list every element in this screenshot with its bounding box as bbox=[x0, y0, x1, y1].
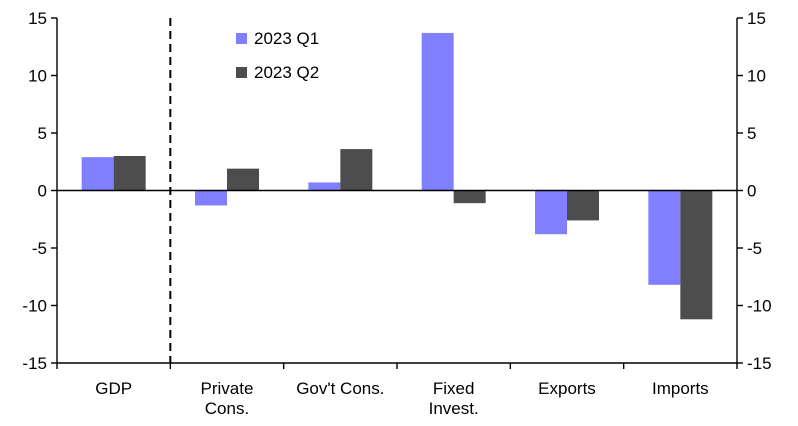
bar-2023-q2-gov-t-cons bbox=[340, 149, 373, 191]
bar-2023-q2-private-cons bbox=[227, 168, 259, 191]
bar-2023-q1-gov-t-cons bbox=[308, 182, 341, 191]
right-axis-ticks: 15 10 5 0 -5 -10 -15 bbox=[737, 9, 772, 373]
category-label: GDP bbox=[95, 379, 132, 398]
right-tick-label: 0 bbox=[747, 182, 756, 201]
category-label: Private bbox=[201, 379, 254, 398]
axes bbox=[56, 18, 738, 369]
bar-2023-q2-exports bbox=[567, 190, 599, 221]
bar-2023-q1-private-cons bbox=[195, 190, 227, 206]
bar-2023-q2-gdp bbox=[113, 156, 146, 191]
legend-swatch-2023-q1 bbox=[236, 33, 247, 44]
left-tick-label: -10 bbox=[22, 297, 47, 316]
bar-2023-q1-fixed-invest bbox=[421, 32, 454, 191]
left-tick-label: -5 bbox=[32, 239, 47, 258]
bar-2023-q1-imports bbox=[648, 190, 681, 285]
right-tick-label: -15 bbox=[747, 354, 772, 373]
left-tick-label: 0 bbox=[38, 182, 47, 201]
category-label: Cons. bbox=[205, 399, 249, 418]
right-tick-label: -10 bbox=[747, 297, 772, 316]
legend: 2023 Q1 2023 Q2 bbox=[236, 29, 319, 82]
bar-2023-q2-imports bbox=[680, 190, 713, 320]
category-label: Fixed bbox=[433, 379, 475, 398]
bar-2023-q1-gdp bbox=[81, 157, 114, 191]
bar-series bbox=[81, 32, 713, 320]
left-tick-label: 10 bbox=[28, 67, 47, 86]
right-tick-label: 15 bbox=[747, 9, 766, 28]
legend-label-2023-q2: 2023 Q2 bbox=[254, 63, 319, 82]
right-tick-label: -5 bbox=[747, 239, 762, 258]
left-tick-label: 15 bbox=[28, 9, 47, 28]
left-tick-label: 5 bbox=[38, 124, 47, 143]
category-label: Gov't Cons. bbox=[296, 379, 384, 398]
legend-swatch-2023-q2 bbox=[236, 67, 247, 78]
category-label: Exports bbox=[538, 379, 596, 398]
bar-2023-q2-fixed-invest bbox=[453, 190, 486, 204]
category-label: Imports bbox=[652, 379, 709, 398]
left-axis-ticks: 15 10 5 0 -5 -10 -15 bbox=[22, 9, 57, 373]
legend-label-2023-q1: 2023 Q1 bbox=[254, 29, 319, 48]
left-tick-label: -15 bbox=[22, 354, 47, 373]
bar-2023-q1-exports bbox=[535, 190, 567, 235]
category-label: Invest. bbox=[429, 399, 479, 418]
right-tick-label: 5 bbox=[747, 124, 756, 143]
right-tick-label: 10 bbox=[747, 67, 766, 86]
